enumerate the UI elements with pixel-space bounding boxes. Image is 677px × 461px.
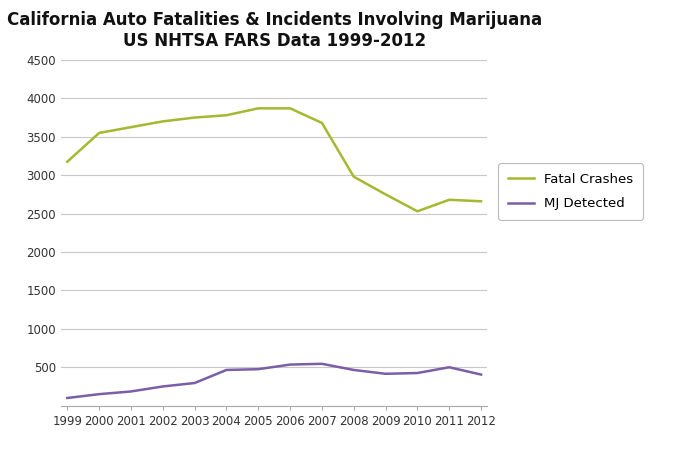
Legend: Fatal Crashes, MJ Detected: Fatal Crashes, MJ Detected [498,163,643,220]
Fatal Crashes [477,199,485,204]
MJ Detected [158,384,167,389]
Fatal Crashes [254,106,262,111]
MJ Detected [445,365,454,370]
Fatal Crashes [222,112,230,118]
Fatal Crashes [286,106,294,111]
Fatal Crashes [127,124,135,130]
Title: California Auto Fatalities & Incidents Involving Marijuana
US NHTSA FARS Data 19: California Auto Fatalities & Incidents I… [7,11,542,50]
Fatal Crashes [190,115,198,120]
MJ Detected [222,367,230,372]
Fatal Crashes [445,197,454,202]
Fatal Crashes [350,174,358,179]
Fatal Crashes [158,118,167,124]
Fatal Crashes [318,120,326,126]
MJ Detected [190,380,198,386]
MJ Detected [254,366,262,372]
MJ Detected [350,367,358,372]
Fatal Crashes [414,208,422,214]
Fatal Crashes [63,159,71,165]
MJ Detected [95,391,103,397]
MJ Detected [318,361,326,366]
MJ Detected [127,389,135,394]
Fatal Crashes [95,130,103,136]
MJ Detected [477,372,485,377]
Line: MJ Detected: MJ Detected [67,364,481,398]
MJ Detected [414,370,422,376]
Line: Fatal Crashes: Fatal Crashes [67,108,481,211]
MJ Detected [63,395,71,401]
MJ Detected [286,362,294,367]
Fatal Crashes [382,192,390,197]
MJ Detected [382,371,390,377]
